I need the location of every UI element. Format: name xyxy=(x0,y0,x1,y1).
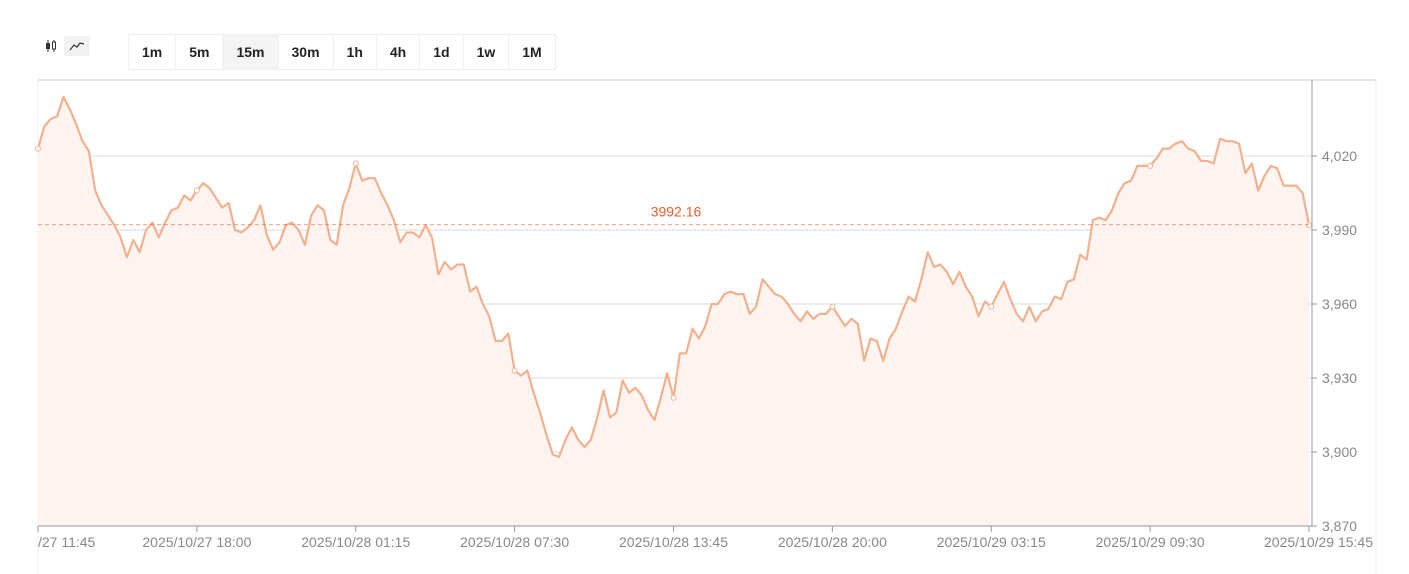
data-point xyxy=(670,394,677,401)
candlestick-icon xyxy=(46,40,56,52)
x-tick-label: 2025/10/29 03:15 xyxy=(937,534,1046,550)
interval-button-1M[interactable]: 1M xyxy=(522,44,542,60)
data-point xyxy=(988,303,995,310)
y-tick-label: 3,930 xyxy=(1322,370,1357,386)
interval-button-5m[interactable]: 5m xyxy=(176,35,224,69)
data-point xyxy=(511,367,518,374)
data-point xyxy=(352,160,359,167)
x-tick-label: /27 11:45 xyxy=(38,534,96,550)
x-tick-label: 2025/10/27 18:00 xyxy=(142,534,251,550)
data-point xyxy=(1147,162,1154,169)
interval-button-1w[interactable]: 1w xyxy=(464,35,510,69)
chart-type-toggle xyxy=(38,36,90,56)
x-tick-label: 2025/10/28 13:45 xyxy=(619,534,728,550)
y-tick-label: 3,990 xyxy=(1322,222,1357,238)
interval-button-1d[interactable]: 1d xyxy=(420,35,464,69)
x-tick-label: 2025/10/29 15:45 xyxy=(1264,534,1373,550)
data-point xyxy=(35,145,41,152)
x-tick-label: 2025/10/28 01:15 xyxy=(301,534,410,550)
y-tick-label: 3,870 xyxy=(1322,518,1357,534)
area-fill xyxy=(38,96,1309,527)
y-tick-label: 4,020 xyxy=(1322,148,1357,164)
current-price-label: 3992.16 xyxy=(651,204,702,220)
data-point xyxy=(193,187,200,194)
line-chart-icon xyxy=(69,42,85,51)
interval-selector: 1m 5m 15m 30m 1h 4h 1d 1w 1M xyxy=(128,34,556,70)
interval-button-30m[interactable]: 30m xyxy=(279,35,334,69)
y-tick-label: 3,900 xyxy=(1322,444,1357,460)
x-tick-label: 2025/10/28 20:00 xyxy=(778,534,887,550)
interval-button-15m[interactable]: 15m xyxy=(223,35,279,69)
line-chart-button[interactable] xyxy=(64,36,90,56)
y-tick-label: 3,960 xyxy=(1322,296,1357,312)
interval-button-1h[interactable]: 1h xyxy=(334,35,377,69)
x-tick-label: 2025/10/28 07:30 xyxy=(460,534,569,550)
interval-button-1m[interactable]: 1m xyxy=(129,35,177,69)
data-point xyxy=(829,303,836,310)
interval-button-4h[interactable]: 4h xyxy=(377,35,421,69)
x-tick-label: 2025/10/29 09:30 xyxy=(1096,534,1205,550)
candlestick-button[interactable] xyxy=(38,36,64,56)
